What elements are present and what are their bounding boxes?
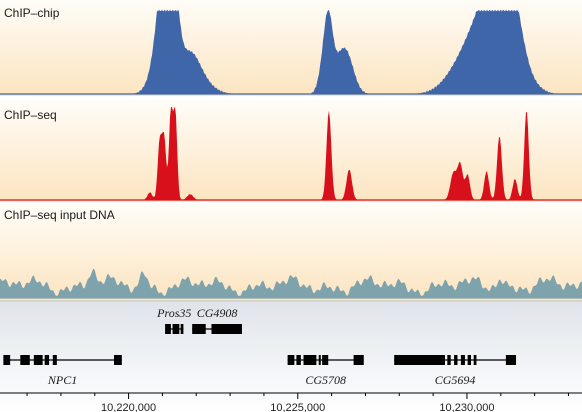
gene-exon — [394, 355, 445, 365]
gene-exon — [20, 355, 30, 365]
track-label-chip: ChIP–chip — [4, 6, 60, 20]
gene-npc1: NPC1 — [3, 355, 122, 387]
signal-seq-area — [0, 106, 582, 200]
gene-exon — [114, 355, 122, 365]
gene-exon — [172, 324, 180, 334]
gene-cg5708: CG5708 — [287, 355, 364, 387]
gene-label: CG4908 — [197, 306, 238, 320]
signal-input-area — [0, 268, 582, 298]
gene-annotations: Pros35CG4908eEF1δNPC1CG5708CG5694 — [3, 306, 517, 387]
x-axis-tick-label: 10,230,000 — [439, 402, 494, 412]
gene-cg5694: CG5694 — [394, 355, 517, 387]
gene-exon — [44, 355, 50, 365]
gene-exon — [353, 355, 364, 365]
gene-exon — [318, 355, 321, 365]
gene-exon — [33, 355, 43, 365]
gene-label: CG5694 — [435, 373, 476, 387]
gene-exon — [467, 355, 472, 365]
gene-label: NPC1 — [47, 373, 77, 387]
gene-exon — [211, 324, 242, 334]
gene-label: Pros35 — [156, 306, 191, 320]
gene-exon — [287, 355, 295, 365]
gene-exon — [473, 355, 477, 365]
signal-tracks — [0, 9, 582, 299]
x-axis-tick-label: 10,225,000 — [270, 402, 325, 412]
track-background-seq — [0, 100, 582, 202]
gene-exon — [52, 355, 57, 365]
gene-exon — [460, 355, 465, 365]
gene-exon — [180, 324, 184, 334]
gene-label: CG5708 — [305, 373, 346, 387]
gene-exon — [296, 355, 301, 365]
x-axis: 10,220,000 10,225,000 10,230,000 — [0, 392, 582, 412]
gene-exon — [303, 355, 317, 365]
gene-exon — [447, 355, 451, 365]
gene-exon — [165, 324, 171, 334]
x-axis-tick-label: 10,220,000 — [101, 402, 156, 412]
gene-exon — [322, 355, 329, 365]
gene-exon — [192, 324, 206, 334]
gene-cg4908: CG4908 — [192, 306, 242, 334]
track-label-seq: ChIP–seq — [4, 108, 57, 122]
gene-exon — [505, 355, 517, 365]
gene-pros35: Pros35 — [156, 306, 191, 334]
gene-exon — [454, 355, 458, 365]
gene-exon — [3, 355, 11, 365]
signal-chip-area — [0, 9, 582, 94]
track-label-input: ChIP–seq input DNA — [4, 208, 115, 222]
